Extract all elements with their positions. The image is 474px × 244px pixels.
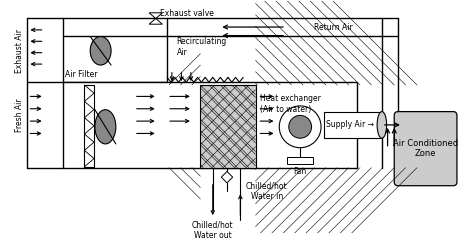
Text: Heat exchanger
(Air to water): Heat exchanger (Air to water) bbox=[260, 94, 321, 114]
Text: Air Filter: Air Filter bbox=[64, 70, 97, 79]
Text: Fresh Air: Fresh Air bbox=[15, 99, 24, 132]
Polygon shape bbox=[149, 13, 163, 24]
Text: Exhaust Air: Exhaust Air bbox=[15, 29, 24, 73]
Bar bbox=[324, 112, 382, 138]
FancyBboxPatch shape bbox=[394, 112, 457, 186]
Text: Chilled/hot
Water out: Chilled/hot Water out bbox=[192, 221, 234, 240]
Text: Chilled/hot
Water in: Chilled/hot Water in bbox=[246, 182, 288, 201]
Bar bbox=[84, 85, 94, 167]
Text: Fan: Fan bbox=[293, 167, 307, 176]
Text: Return Air: Return Air bbox=[314, 23, 353, 32]
Text: Air Conditioned
Zone: Air Conditioned Zone bbox=[393, 139, 458, 158]
Ellipse shape bbox=[90, 37, 111, 65]
Polygon shape bbox=[221, 172, 233, 183]
Bar bbox=[287, 157, 313, 164]
Bar bbox=[63, 82, 357, 168]
Bar bbox=[201, 85, 255, 168]
Text: Supply Air →: Supply Air → bbox=[326, 120, 374, 129]
Circle shape bbox=[289, 115, 311, 138]
Ellipse shape bbox=[95, 110, 116, 144]
Text: Exhaust valve: Exhaust valve bbox=[160, 9, 213, 18]
Text: Recirculating
Air: Recirculating Air bbox=[177, 37, 227, 57]
Circle shape bbox=[279, 106, 321, 148]
Ellipse shape bbox=[377, 112, 387, 138]
